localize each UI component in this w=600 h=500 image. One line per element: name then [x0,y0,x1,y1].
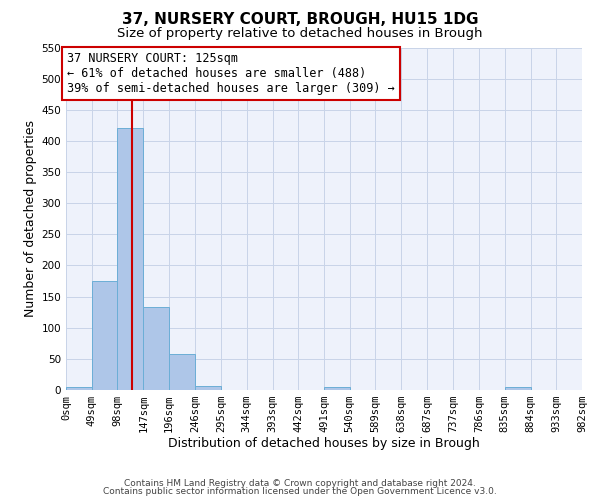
Bar [169,354,195,390]
Text: Contains HM Land Registry data © Crown copyright and database right 2024.: Contains HM Land Registry data © Crown c… [124,478,476,488]
Text: Contains public sector information licensed under the Open Government Licence v3: Contains public sector information licen… [103,487,497,496]
Bar [66,387,92,390]
Bar [118,128,143,390]
Bar [195,386,221,390]
Bar [143,307,169,390]
Y-axis label: Number of detached properties: Number of detached properties [24,120,37,318]
Text: Size of property relative to detached houses in Brough: Size of property relative to detached ho… [117,28,483,40]
X-axis label: Distribution of detached houses by size in Brough: Distribution of detached houses by size … [168,436,480,450]
Bar [505,387,530,390]
Bar [92,281,118,390]
Text: 37 NURSERY COURT: 125sqm
← 61% of detached houses are smaller (488)
39% of semi-: 37 NURSERY COURT: 125sqm ← 61% of detach… [67,52,395,95]
Bar [324,387,350,390]
Text: 37, NURSERY COURT, BROUGH, HU15 1DG: 37, NURSERY COURT, BROUGH, HU15 1DG [122,12,478,28]
